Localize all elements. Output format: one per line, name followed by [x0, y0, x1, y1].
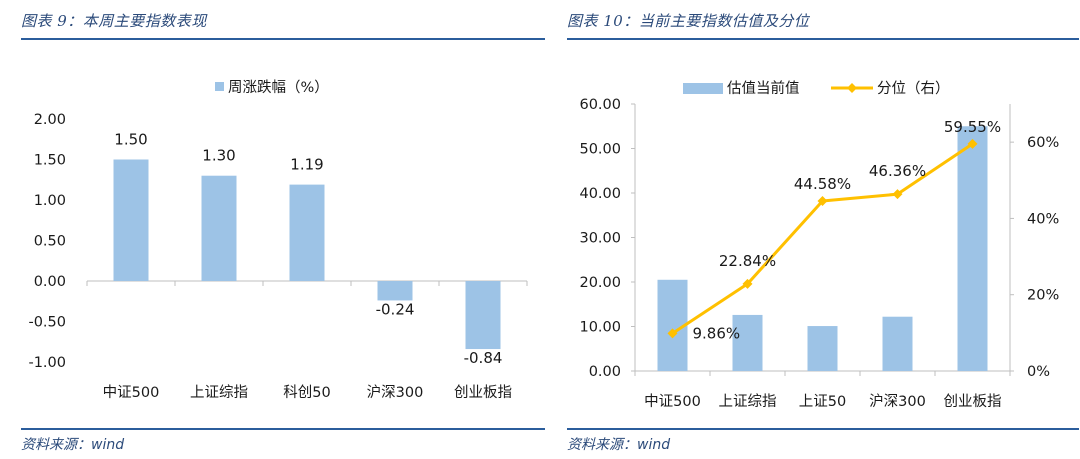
- category-label: 上证综指: [190, 384, 248, 401]
- source-value: wind: [91, 437, 125, 453]
- y-tick-label: 2.00: [34, 112, 66, 128]
- y-tick-label: 20.00: [579, 275, 621, 291]
- y-tick-label: 0.00: [34, 274, 66, 290]
- bar: [201, 175, 237, 281]
- category-label: 创业板指: [944, 392, 1002, 410]
- bar: [957, 126, 988, 371]
- line-data-label: 22.84%: [719, 252, 776, 270]
- valuation-percentile-chart: 60.00 50.00 40.00 30.00 20.00 10.00 0.00 60% 40%…: [579, 80, 1059, 410]
- y-tick-label: 10.00: [579, 320, 621, 336]
- bar: [882, 316, 913, 371]
- line-marker: [892, 189, 903, 200]
- category-label: 中证500: [103, 384, 160, 401]
- title-rule: [567, 38, 1079, 40]
- y-tick-label: 0.00: [589, 364, 621, 380]
- data-label: 1.19: [290, 156, 323, 174]
- source-value: wind: [637, 437, 671, 453]
- category-label: 沪深300: [367, 384, 424, 401]
- category-label: 上证50: [799, 393, 846, 410]
- percentile-line: [671, 142, 974, 335]
- legend-label: 周涨跌幅（%）: [228, 79, 329, 96]
- left-panel: 图表 9：本周主要指数表现 2.00 1.50 1.00 0.50 0.00 -0.50 -…: [21, 0, 545, 459]
- bar: [289, 184, 325, 281]
- y-tick-label: 40.00: [579, 186, 621, 202]
- legend-swatch-marker: [847, 83, 857, 93]
- y-tick-label: 0.50: [34, 234, 66, 250]
- y2-tick-label: 60%: [1027, 135, 1059, 151]
- y-tick-label: 1.00: [34, 193, 66, 209]
- y-tick-label: -1.00: [28, 355, 66, 371]
- line-marker: [742, 278, 753, 289]
- data-label: -0.84: [464, 349, 503, 367]
- data-label: 1.50: [114, 131, 147, 149]
- line-marker: [967, 138, 978, 149]
- y-tick-label: 60.00: [579, 97, 621, 113]
- title-rule: [21, 38, 545, 40]
- source-rule: [21, 428, 545, 430]
- category-label: 中证500: [644, 393, 701, 410]
- line-data-label: 44.58%: [794, 175, 851, 193]
- bar: [377, 281, 413, 301]
- source-note: 资料来源：wind: [567, 434, 670, 454]
- y-tick-label: 30.00: [579, 231, 621, 247]
- category-label: 沪深300: [869, 393, 926, 410]
- y-tick-label: 1.50: [34, 153, 66, 169]
- bar: [465, 281, 501, 350]
- data-label: 1.30: [202, 147, 235, 165]
- source-label: 资料来源：: [567, 437, 637, 453]
- line-data-label: 59.55%: [944, 118, 1001, 136]
- category-label: 创业板指: [454, 383, 512, 401]
- legend-label: 估值当前值: [727, 80, 800, 97]
- right-panel: 图表 10：当前主要指数估值及分位 60.00 50.00 40.00 30.00 20…: [567, 0, 1079, 459]
- line-marker: [667, 328, 678, 339]
- category-label: 上证综指: [719, 393, 777, 410]
- y-tick-label: 50.00: [579, 142, 621, 158]
- category-label: 科创50: [283, 384, 330, 401]
- bar: [113, 159, 149, 281]
- legend-swatch-bar: [683, 83, 723, 94]
- data-label: -0.24: [376, 300, 415, 318]
- y2-tick-label: 40%: [1027, 211, 1059, 227]
- line-data-label: 9.86%: [693, 324, 741, 342]
- y-tick-label: -0.50: [28, 315, 66, 331]
- line-data-label: 46.36%: [869, 162, 926, 180]
- y2-tick-label: 20%: [1027, 288, 1059, 304]
- source-note: 资料来源：wind: [21, 434, 124, 454]
- source-label: 资料来源：: [21, 437, 91, 453]
- bar: [732, 314, 763, 371]
- legend-swatch: [215, 82, 224, 91]
- line-marker: [817, 195, 828, 206]
- y2-tick-label: 0%: [1027, 364, 1050, 380]
- legend-label: 分位（右）: [877, 80, 950, 97]
- source-rule: [567, 428, 1079, 430]
- index-performance-chart: 2.00 1.50 1.00 0.50 0.00 -0.50 -1.00 1.50 中证500 1…: [28, 79, 528, 401]
- bar: [807, 326, 838, 371]
- figure-9-title: 图表 9：本周主要指数表现: [21, 12, 207, 30]
- figure-10-title: 图表 10：当前主要指数估值及分位: [567, 12, 810, 30]
